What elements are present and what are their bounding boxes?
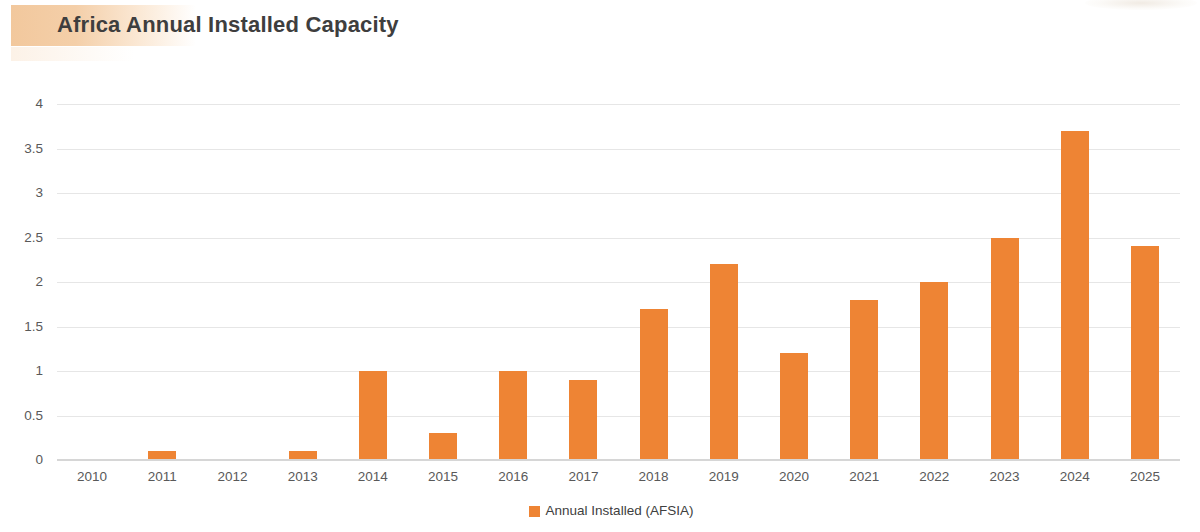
bar-2015 bbox=[429, 433, 457, 460]
chart-page: Africa Annual Installed Capacity 00.511.… bbox=[0, 0, 1200, 532]
bar-2024 bbox=[1061, 131, 1089, 460]
x-tick-label-2024: 2024 bbox=[1039, 468, 1111, 486]
bar-2021 bbox=[850, 300, 878, 460]
x-tick-label-2011: 2011 bbox=[126, 468, 198, 486]
gridline-y-3 bbox=[57, 193, 1180, 194]
bar-chart-plot-area: 00.511.522.533.5420102011201220132014201… bbox=[57, 104, 1180, 460]
bar-2014 bbox=[359, 371, 387, 460]
y-tick-label-2: 2 bbox=[3, 273, 43, 291]
y-tick-label-4: 4 bbox=[3, 95, 43, 113]
y-tick-label-0: 0 bbox=[3, 451, 43, 469]
legend-swatch-icon bbox=[529, 506, 540, 517]
x-tick-label-2022: 2022 bbox=[898, 468, 970, 486]
page-title: Africa Annual Installed Capacity bbox=[57, 12, 399, 38]
bar-2025 bbox=[1131, 246, 1159, 460]
gridline-y-3.5 bbox=[57, 149, 1180, 150]
x-tick-label-2025: 2025 bbox=[1109, 468, 1181, 486]
chart-legend: Annual Installed (AFSIA) bbox=[57, 503, 1165, 519]
bar-2017 bbox=[569, 380, 597, 460]
y-tick-label-3: 3 bbox=[3, 184, 43, 202]
x-tick-label-2023: 2023 bbox=[969, 468, 1041, 486]
legend-label: Annual Installed (AFSIA) bbox=[546, 503, 694, 519]
y-tick-label-0.5: 0.5 bbox=[3, 407, 43, 425]
x-tick-label-2015: 2015 bbox=[407, 468, 479, 486]
x-tick-label-2017: 2017 bbox=[547, 468, 619, 486]
bar-2018 bbox=[640, 309, 668, 460]
gridline-y-4 bbox=[57, 104, 1180, 105]
bar-2020 bbox=[780, 353, 808, 460]
x-tick-label-2018: 2018 bbox=[618, 468, 690, 486]
cropped-logo-artifact bbox=[1085, 0, 1197, 10]
x-tick-label-2010: 2010 bbox=[56, 468, 128, 486]
x-tick-label-2016: 2016 bbox=[477, 468, 549, 486]
bar-2023 bbox=[991, 238, 1019, 461]
y-tick-label-3.5: 3.5 bbox=[3, 140, 43, 158]
y-tick-label-2.5: 2.5 bbox=[3, 229, 43, 247]
bar-2016 bbox=[499, 371, 527, 460]
x-tick-label-2014: 2014 bbox=[337, 468, 409, 486]
x-tick-label-2021: 2021 bbox=[828, 468, 900, 486]
x-axis-line bbox=[57, 459, 1180, 461]
y-tick-label-1.5: 1.5 bbox=[3, 318, 43, 336]
x-tick-label-2020: 2020 bbox=[758, 468, 830, 486]
x-tick-label-2013: 2013 bbox=[267, 468, 339, 486]
x-tick-label-2019: 2019 bbox=[688, 468, 760, 486]
bar-2022 bbox=[920, 282, 948, 460]
bar-2019 bbox=[710, 264, 738, 460]
x-tick-label-2012: 2012 bbox=[196, 468, 268, 486]
y-tick-label-1: 1 bbox=[3, 362, 43, 380]
title-accent-reflection bbox=[11, 47, 156, 61]
